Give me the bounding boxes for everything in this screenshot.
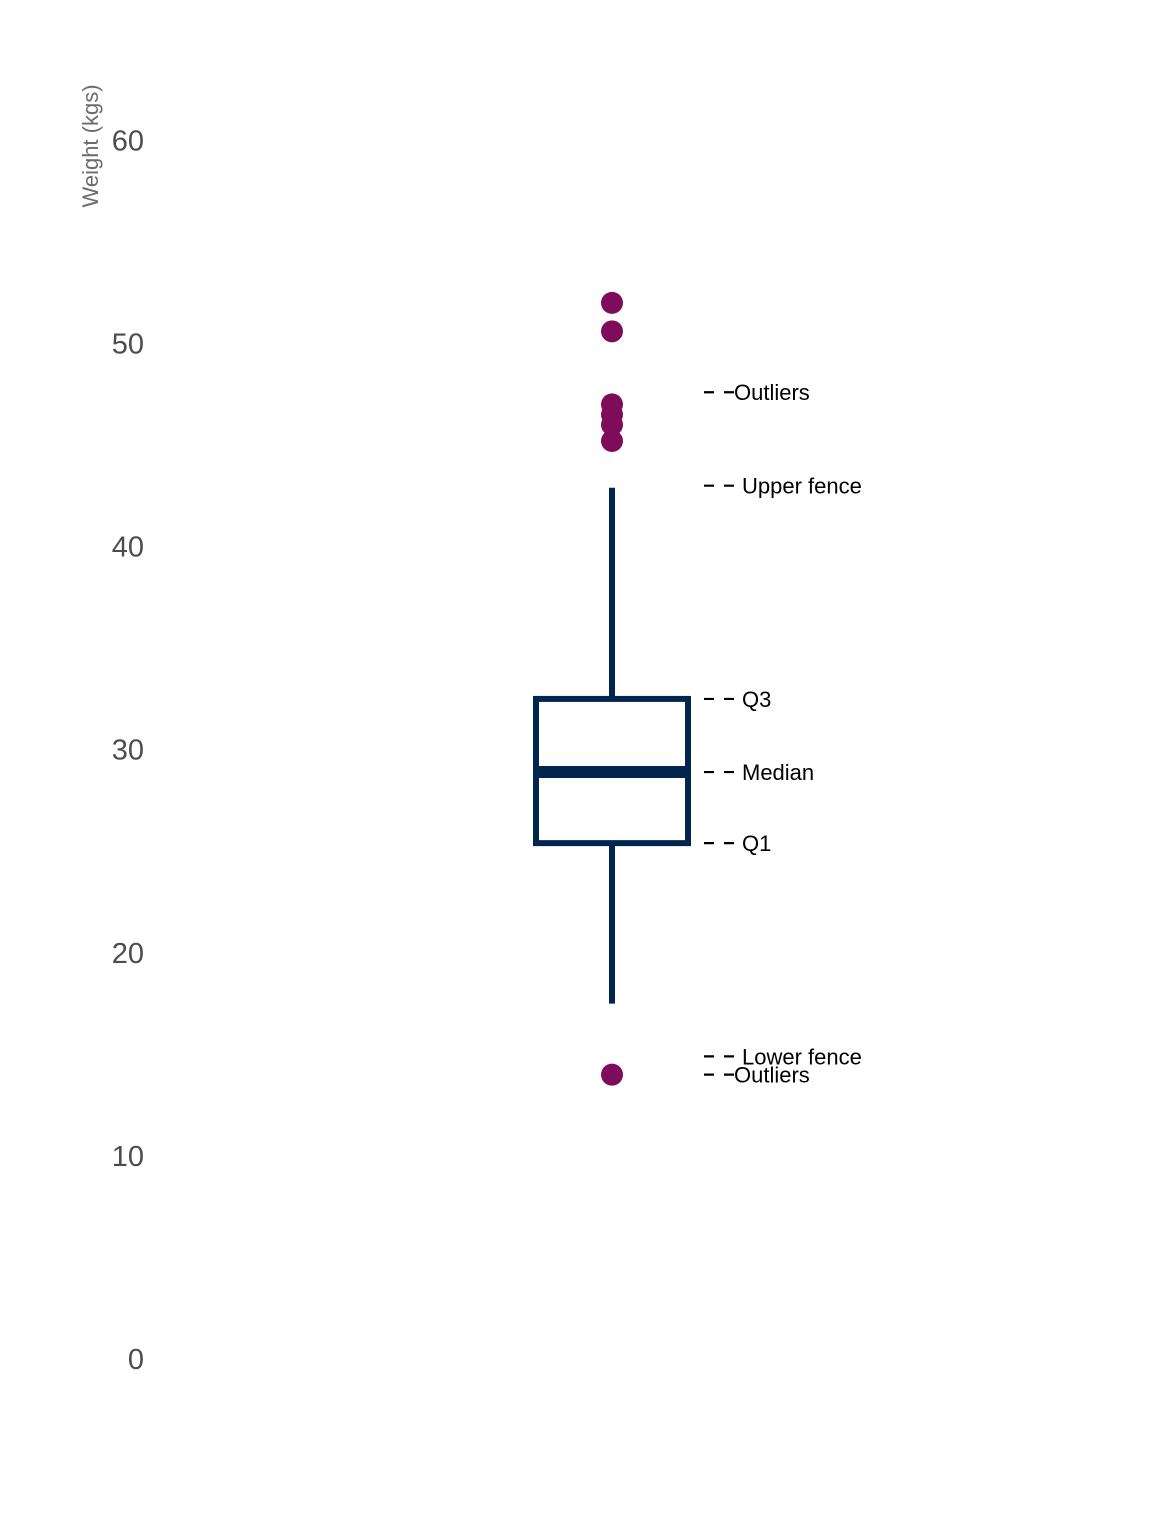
annotations: Outliers Upper fence Q3 Median Q1 Lower fence… [704, 380, 862, 1088]
outlier-point [601, 413, 623, 436]
y-axis-title: Weight (kgs) [78, 84, 103, 207]
annotation-label: Q3 [742, 687, 771, 712]
outlier-point [601, 429, 623, 452]
annotation-label: Q1 [742, 831, 771, 856]
y-tick-label: 60 [112, 125, 144, 157]
box-group [533, 695, 691, 847]
annotation-label: Outliers [734, 380, 810, 405]
y-axis-ticks: 0 10 20 30 40 50 60 [112, 125, 144, 1376]
y-tick-label: 30 [112, 735, 144, 767]
y-axis-title-group: Weight (kgs) [78, 84, 103, 207]
outlier-points [601, 291, 623, 1086]
outlier-point [601, 1063, 623, 1086]
y-tick-label: 40 [112, 532, 144, 564]
y-tick-label: 10 [112, 1141, 144, 1173]
outlier-point [601, 320, 623, 343]
outlier-point [601, 291, 623, 314]
annotation-label: Lower fence [742, 1044, 862, 1069]
annotation-label: Upper fence [742, 474, 862, 499]
y-tick-label: 20 [112, 938, 144, 970]
annotation-label: Median [742, 760, 814, 785]
y-tick-label: 50 [112, 329, 144, 361]
y-tick-label: 0 [128, 1344, 144, 1376]
annotation-label: Outliers [734, 1063, 810, 1088]
